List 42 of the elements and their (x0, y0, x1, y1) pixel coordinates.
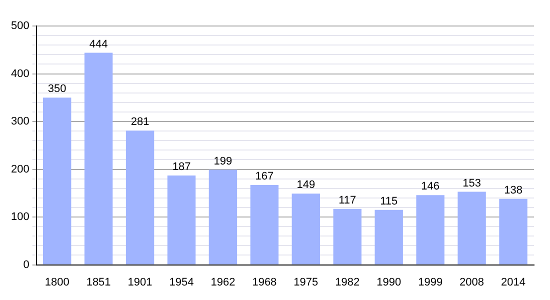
data-label: 350 (48, 83, 66, 96)
bar (167, 175, 196, 264)
x-tick-label: 1999 (418, 276, 443, 288)
x-tick-label: 1962 (210, 276, 236, 288)
x-tick-label: 1851 (86, 276, 111, 288)
x-tick-label: 1990 (376, 276, 402, 288)
data-label: 281 (130, 116, 150, 128)
data-label: 138 (504, 184, 522, 196)
data-label: 199 (214, 155, 232, 168)
bar (458, 192, 486, 264)
x-tick-label: 2014 (501, 276, 526, 288)
data-label: 167 (255, 170, 274, 183)
x-tick-label: 1954 (169, 276, 194, 288)
x-tick-label: 1968 (252, 276, 277, 288)
y-tick-label: 100 (10, 211, 30, 224)
y-tick-label: 200 (10, 163, 30, 176)
bar (374, 210, 403, 264)
x-tick-label: 1901 (128, 276, 152, 288)
data-label: 187 (172, 161, 191, 174)
data-label: 117 (338, 194, 356, 206)
x-tick-label: 1800 (44, 276, 70, 288)
x-tick-label: 1975 (294, 276, 318, 288)
bar (416, 195, 444, 264)
x-tick-label: 2008 (460, 276, 484, 288)
data-label: 149 (296, 179, 316, 192)
bar (42, 98, 72, 264)
bar (126, 130, 154, 264)
bar (208, 170, 238, 264)
bar (84, 52, 113, 264)
y-tick-label: 500 (10, 20, 30, 32)
bar (250, 185, 279, 264)
bar (499, 198, 528, 264)
y-tick-label: 300 (10, 116, 30, 128)
y-tick-label: 0 (23, 258, 30, 271)
data-label: 153 (462, 177, 481, 190)
data-label: 115 (380, 195, 398, 208)
data-label: 146 (421, 180, 440, 193)
data-label: 444 (89, 38, 108, 50)
x-tick-label: 1982 (335, 276, 360, 288)
bar (333, 208, 362, 264)
bar (292, 194, 320, 264)
y-tick-label: 400 (10, 68, 30, 80)
